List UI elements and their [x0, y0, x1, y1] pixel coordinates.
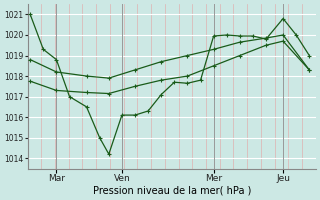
- X-axis label: Pression niveau de la mer( hPa ): Pression niveau de la mer( hPa ): [92, 186, 251, 196]
